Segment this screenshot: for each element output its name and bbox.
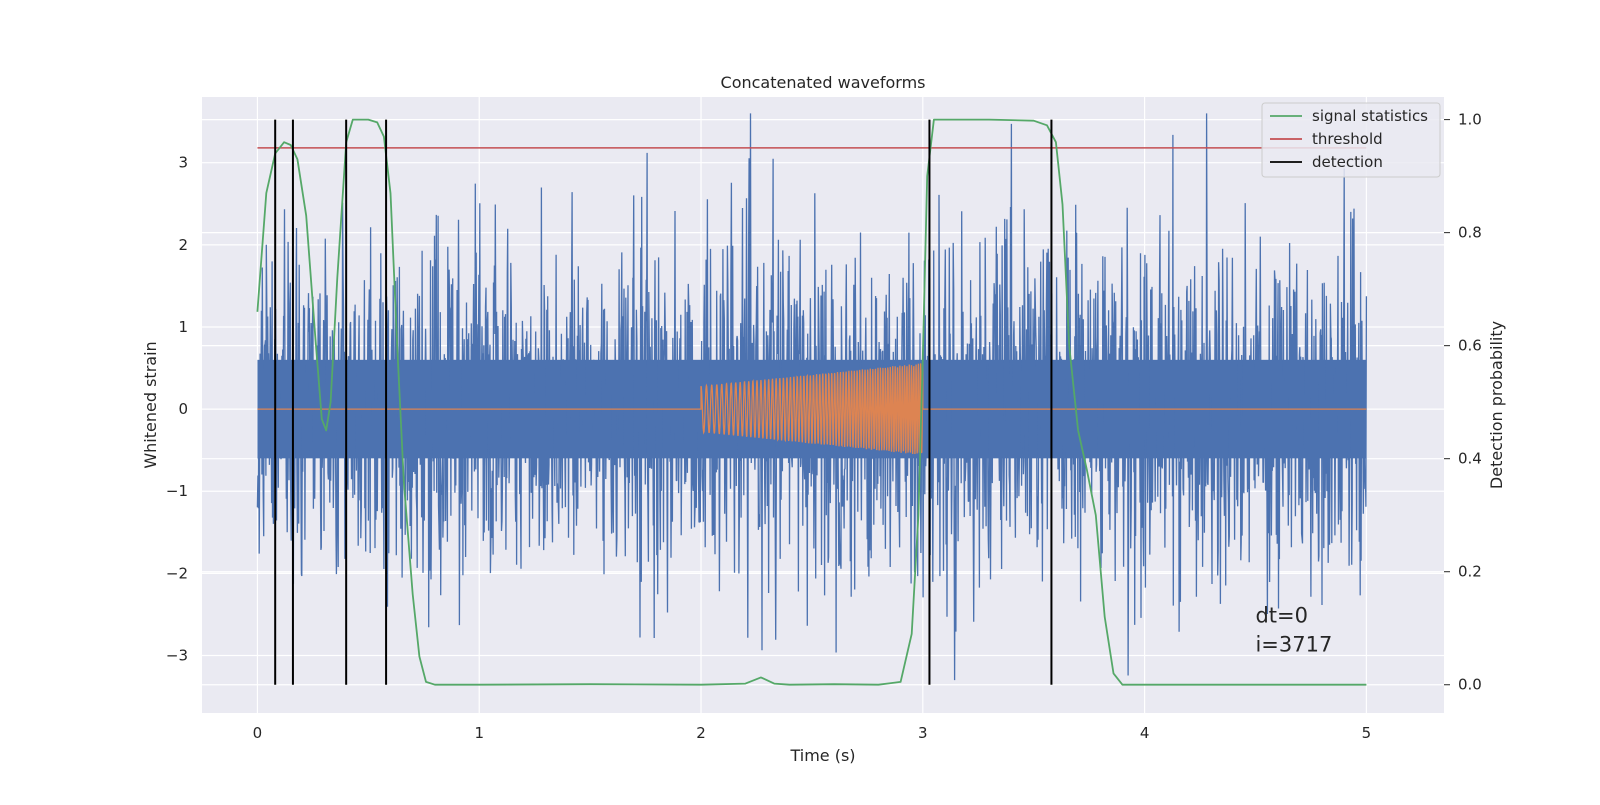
legend-box bbox=[1261, 102, 1441, 178]
x-tick-label: 1 bbox=[474, 724, 484, 742]
chirp-series bbox=[257, 363, 1367, 455]
annotation-text: dt=0 bbox=[1255, 604, 1308, 628]
y-right-tick-label: 0.0 bbox=[1458, 676, 1482, 694]
y-left-axis-ticks: −3 −2 −1 0 1 2 3 bbox=[166, 154, 188, 665]
detection-series bbox=[274, 119, 1053, 685]
annotation-text: i=3717 bbox=[1255, 632, 1332, 656]
legend: signal statistics threshold detection bbox=[1261, 102, 1441, 178]
y-left-tick-label: 0 bbox=[178, 400, 188, 418]
chirp-trace bbox=[257, 363, 1367, 455]
chart-title: Concatenated waveforms bbox=[721, 73, 926, 92]
legend-label-detection: detection bbox=[1312, 153, 1383, 171]
x-tick-label: 3 bbox=[918, 724, 928, 742]
y-right-tick-label: 0.4 bbox=[1458, 450, 1482, 468]
y-left-axis-label: Whitened strain bbox=[141, 341, 160, 468]
legend-label-threshold: threshold bbox=[1312, 130, 1383, 148]
y-right-axis-ticks: 0.0 0.2 0.4 0.6 0.8 1.0 bbox=[1444, 111, 1482, 694]
y-left-tick-label: −1 bbox=[166, 482, 188, 500]
x-tick-label: 0 bbox=[253, 724, 263, 742]
y-left-tick-label: 1 bbox=[178, 318, 188, 336]
y-right-tick-label: 0.8 bbox=[1458, 224, 1482, 242]
x-tick-label: 4 bbox=[1140, 724, 1150, 742]
y-right-tick-label: 0.6 bbox=[1458, 337, 1482, 355]
y-right-axis-label: Detection probability bbox=[1487, 321, 1506, 489]
y-right-tick-label: 1.0 bbox=[1458, 111, 1482, 129]
annotations: dt=0 i=3717 bbox=[1255, 604, 1332, 657]
y-left-tick-label: −2 bbox=[166, 564, 188, 582]
signal-statistics-line bbox=[256, 118, 1367, 686]
x-tick-label: 2 bbox=[696, 724, 706, 742]
y-left-tick-label: −3 bbox=[166, 647, 188, 665]
y-right-tick-label: 0.2 bbox=[1458, 563, 1482, 581]
x-tick-label: 5 bbox=[1362, 724, 1372, 742]
legend-label-signal-statistics: signal statistics bbox=[1312, 107, 1428, 125]
x-axis-label: Time (s) bbox=[789, 746, 855, 765]
x-axis-ticks: 0 1 2 3 4 5 bbox=[253, 724, 1371, 742]
y-left-tick-label: 2 bbox=[178, 236, 188, 254]
y-left-tick-label: 3 bbox=[178, 154, 188, 172]
signal-statistics-series bbox=[256, 118, 1367, 686]
